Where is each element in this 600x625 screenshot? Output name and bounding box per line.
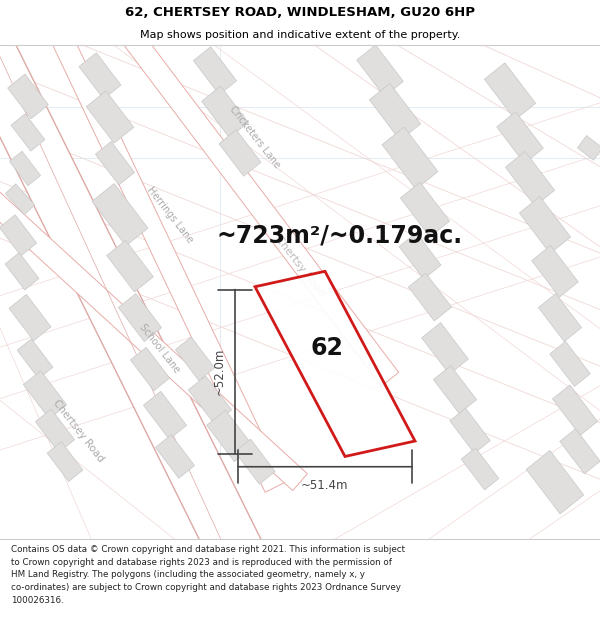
Polygon shape xyxy=(95,141,134,185)
Polygon shape xyxy=(86,91,134,143)
Polygon shape xyxy=(17,339,53,379)
Polygon shape xyxy=(219,130,261,176)
Polygon shape xyxy=(118,294,161,342)
Polygon shape xyxy=(255,271,415,456)
Polygon shape xyxy=(175,337,215,381)
Polygon shape xyxy=(550,341,590,386)
Text: Chertsy Road: Chertsy Road xyxy=(273,234,327,299)
Polygon shape xyxy=(0,181,307,491)
Polygon shape xyxy=(92,184,148,246)
Polygon shape xyxy=(8,74,49,119)
Polygon shape xyxy=(400,182,449,237)
Polygon shape xyxy=(130,348,170,391)
Polygon shape xyxy=(538,294,581,342)
Polygon shape xyxy=(10,151,41,186)
Polygon shape xyxy=(382,127,438,189)
Polygon shape xyxy=(193,47,236,95)
Polygon shape xyxy=(5,184,35,215)
Polygon shape xyxy=(121,28,398,386)
Polygon shape xyxy=(47,442,83,481)
Polygon shape xyxy=(532,246,578,297)
Text: School Lane: School Lane xyxy=(138,322,182,375)
Polygon shape xyxy=(461,448,499,490)
Text: Chertsey Road: Chertsey Road xyxy=(50,398,106,464)
Polygon shape xyxy=(9,294,51,341)
Polygon shape xyxy=(422,322,469,374)
Polygon shape xyxy=(560,429,600,474)
Text: ~723m²/~0.179ac.: ~723m²/~0.179ac. xyxy=(217,223,463,248)
Polygon shape xyxy=(79,52,121,99)
Polygon shape xyxy=(484,62,536,120)
Text: ~51.4m: ~51.4m xyxy=(301,479,349,492)
Polygon shape xyxy=(35,409,74,452)
Polygon shape xyxy=(5,253,39,290)
Polygon shape xyxy=(526,451,584,514)
Polygon shape xyxy=(0,22,265,572)
Polygon shape xyxy=(0,215,37,256)
Polygon shape xyxy=(107,241,154,292)
Polygon shape xyxy=(578,136,600,160)
Polygon shape xyxy=(235,439,275,484)
Text: 62, CHERTSEY ROAD, WINDLESHAM, GU20 6HP: 62, CHERTSEY ROAD, WINDLESHAM, GU20 6HP xyxy=(125,6,475,19)
Text: Contains OS data © Crown copyright and database right 2021. This information is : Contains OS data © Crown copyright and d… xyxy=(11,545,405,605)
Polygon shape xyxy=(370,83,421,141)
Polygon shape xyxy=(23,371,67,419)
Polygon shape xyxy=(433,366,476,414)
Polygon shape xyxy=(143,391,187,439)
Text: 62: 62 xyxy=(311,336,343,361)
Text: Cricketers Lane: Cricketers Lane xyxy=(227,104,283,171)
Text: Herrings Lane: Herrings Lane xyxy=(145,185,195,245)
Polygon shape xyxy=(399,232,441,279)
Text: Map shows position and indicative extent of the property.: Map shows position and indicative extent… xyxy=(140,30,460,40)
Polygon shape xyxy=(450,408,490,453)
Polygon shape xyxy=(202,86,248,138)
Polygon shape xyxy=(356,45,403,96)
Polygon shape xyxy=(505,151,554,206)
Polygon shape xyxy=(206,410,253,462)
Polygon shape xyxy=(11,114,45,151)
Text: ~52.0m: ~52.0m xyxy=(212,348,226,395)
Polygon shape xyxy=(520,196,571,254)
Polygon shape xyxy=(409,273,452,321)
Polygon shape xyxy=(155,435,194,478)
Polygon shape xyxy=(188,376,232,424)
Polygon shape xyxy=(50,30,285,492)
Polygon shape xyxy=(497,112,544,163)
Polygon shape xyxy=(553,385,598,436)
